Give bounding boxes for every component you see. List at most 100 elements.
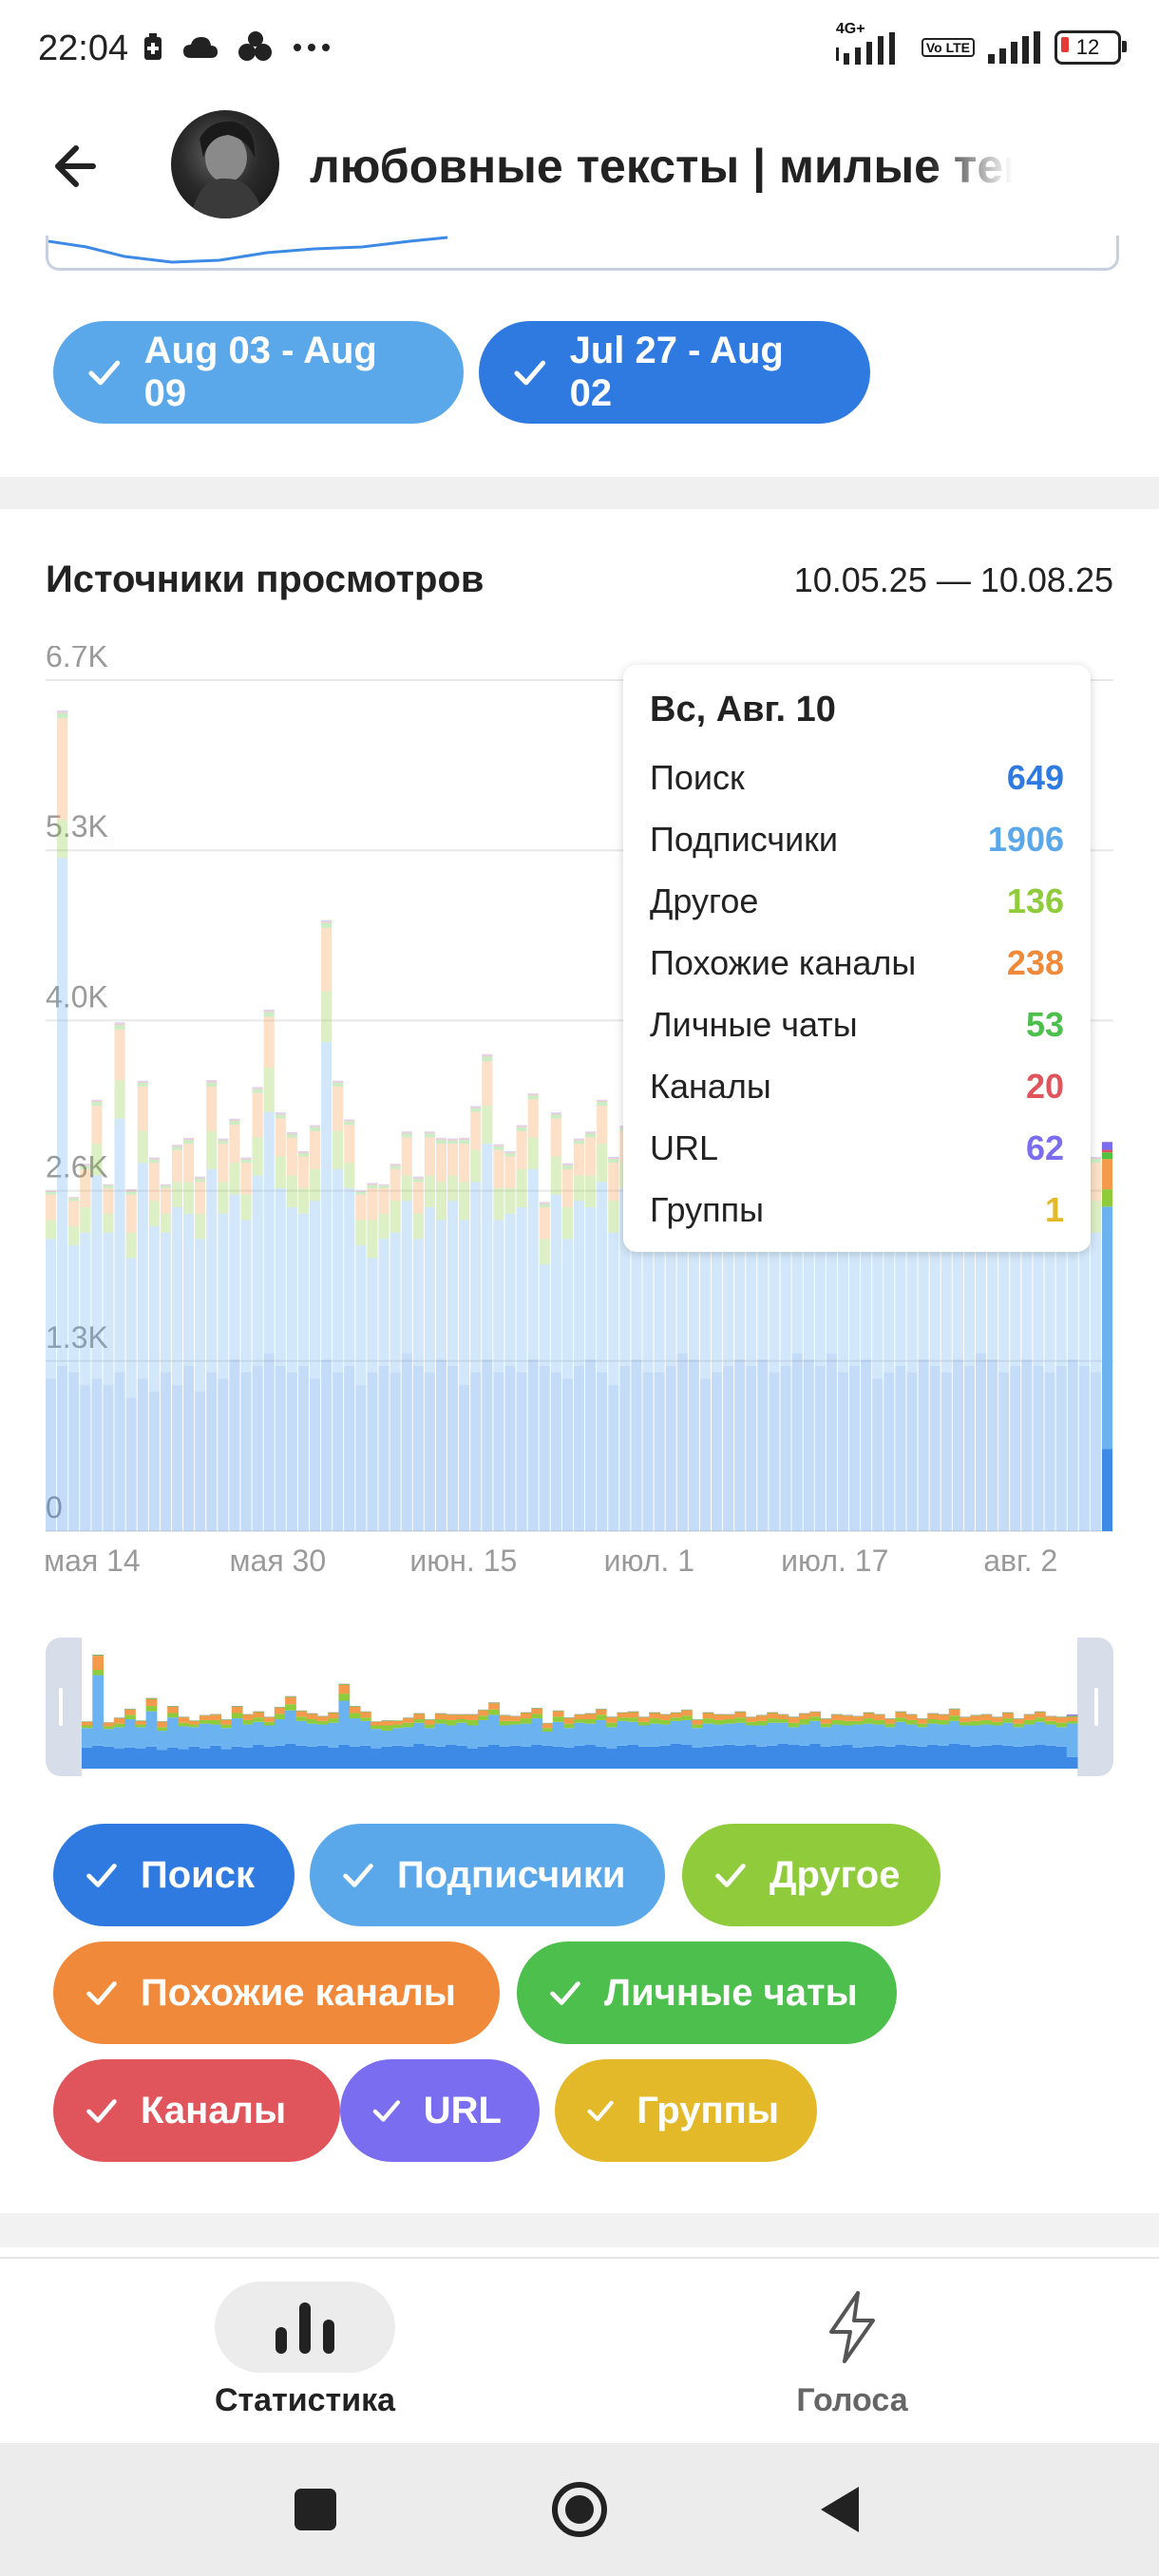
bar-segment[interactable]	[539, 1239, 550, 1265]
date-range[interactable]: 10.05.25 — 10.08.25	[793, 560, 1113, 599]
bar-segment[interactable]	[91, 1100, 103, 1102]
bar-segment[interactable]	[114, 1080, 125, 1119]
bar-segment[interactable]	[470, 1372, 482, 1531]
bar-segment[interactable]	[424, 1137, 435, 1176]
bar-segment[interactable]	[861, 1359, 872, 1531]
bar-segment[interactable]	[1090, 1158, 1101, 1160]
bar-segment[interactable]	[493, 1220, 504, 1373]
bar-segment[interactable]	[597, 1100, 608, 1102]
bar-segment[interactable]	[286, 1137, 297, 1176]
bar-segment[interactable]	[332, 1081, 344, 1083]
bar-segment[interactable]	[791, 1353, 803, 1531]
bar-segment[interactable]	[206, 1080, 218, 1082]
bar-segment[interactable]	[780, 1366, 791, 1531]
bar-segment[interactable]	[206, 1086, 218, 1131]
bar-segment[interactable]	[218, 1182, 229, 1214]
bar-segment[interactable]	[688, 1359, 699, 1531]
bar-segment[interactable]	[240, 1159, 252, 1164]
bar-segment[interactable]	[849, 1366, 861, 1531]
bar-segment[interactable]	[275, 1118, 286, 1157]
bar-segment[interactable]	[103, 1184, 114, 1186]
bar-segment[interactable]	[504, 1187, 516, 1214]
bar-segment[interactable]	[148, 1158, 160, 1160]
bar-segment[interactable]	[378, 1184, 390, 1185]
date-filter-pill-2[interactable]: Jul 27 - Aug 02	[479, 321, 870, 424]
bar-segment[interactable]	[57, 820, 68, 859]
bar-segment[interactable]	[252, 1087, 263, 1089]
bar-segment[interactable]	[378, 1185, 390, 1188]
bar-segment[interactable]	[872, 1213, 884, 1379]
bar-segment[interactable]	[183, 1137, 195, 1140]
bar-segment[interactable]	[814, 1213, 826, 1367]
bar-segment[interactable]	[390, 1201, 401, 1233]
bar-segment[interactable]	[688, 1182, 699, 1360]
bar-segment[interactable]	[229, 1118, 240, 1120]
bar-segment[interactable]	[401, 1201, 412, 1354]
bar-segment[interactable]	[68, 1201, 80, 1227]
bar-segment[interactable]	[803, 1232, 814, 1360]
bar-segment[interactable]	[195, 1176, 206, 1178]
bar-segment[interactable]	[987, 1220, 998, 1360]
bar-segment[interactable]	[171, 1146, 183, 1150]
bar-segment[interactable]	[412, 1178, 424, 1183]
bar-segment[interactable]	[412, 1239, 424, 1367]
bar-segment[interactable]	[103, 1185, 114, 1188]
bar-segment[interactable]	[390, 1168, 401, 1202]
bar-segment[interactable]	[80, 1164, 91, 1165]
bar-segment[interactable]	[769, 1372, 780, 1531]
bar-segment[interactable]	[218, 1139, 229, 1141]
bar-segment[interactable]	[435, 1139, 447, 1141]
bar-segment[interactable]	[137, 1086, 148, 1131]
bar-segment[interactable]	[68, 1197, 80, 1199]
bar-segment[interactable]	[1101, 1152, 1113, 1160]
bar-segment[interactable]	[80, 1165, 91, 1169]
bar-segment[interactable]	[1044, 1232, 1055, 1373]
bar-segment[interactable]	[321, 919, 332, 922]
bar-segment[interactable]	[539, 1366, 550, 1531]
bar-segment[interactable]	[516, 1130, 527, 1169]
bar-segment[interactable]	[447, 1201, 459, 1367]
bar-segment[interactable]	[837, 1372, 849, 1531]
bar-segment[interactable]	[332, 1168, 344, 1373]
bar-segment[interactable]	[275, 1113, 286, 1115]
bar-segment[interactable]	[401, 1353, 412, 1531]
bar-segment[interactable]	[516, 1168, 527, 1207]
bar-segment[interactable]	[125, 1232, 137, 1259]
bar-segment[interactable]	[699, 1378, 712, 1531]
bar-segment[interactable]	[218, 1138, 229, 1140]
navigator-handle-left[interactable]	[59, 1688, 63, 1726]
bar-segment[interactable]	[114, 1022, 125, 1024]
bar-segment[interactable]	[550, 1113, 561, 1115]
bar-segment[interactable]	[286, 1206, 297, 1373]
bar-segment[interactable]	[872, 1378, 884, 1531]
bar-segment[interactable]	[482, 1053, 493, 1056]
bar-segment[interactable]	[240, 1158, 252, 1160]
bar-segment[interactable]	[1078, 1366, 1090, 1531]
bar-segment[interactable]	[585, 1131, 597, 1133]
bar-segment[interactable]	[401, 1132, 412, 1134]
bar-segment[interactable]	[516, 1206, 527, 1373]
legend-toggle[interactable]: Группы	[555, 2059, 817, 2162]
bar-segment[interactable]	[1010, 1366, 1021, 1531]
bar-segment[interactable]	[332, 1086, 344, 1131]
bar-segment[interactable]	[527, 1093, 539, 1095]
bar-segment[interactable]	[297, 1187, 310, 1214]
bar-segment[interactable]	[321, 927, 332, 992]
bar-segment[interactable]	[493, 1146, 504, 1150]
bar-segment[interactable]	[286, 1131, 297, 1134]
legend-toggle[interactable]: Другое	[682, 1824, 940, 1926]
bar-segment[interactable]	[286, 1372, 297, 1531]
bar-segment[interactable]	[68, 1197, 80, 1198]
bar-segment[interactable]	[46, 1239, 57, 1379]
bar-segment[interactable]	[355, 1191, 367, 1192]
bar-segment[interactable]	[103, 1187, 114, 1214]
bar-segment[interactable]	[665, 1213, 676, 1367]
bar-segment[interactable]	[539, 1264, 550, 1367]
bar-segment[interactable]	[229, 1163, 240, 1195]
bar-segment[interactable]	[252, 1092, 263, 1138]
bar-segment[interactable]	[355, 1385, 367, 1531]
bar-segment[interactable]	[355, 1194, 367, 1221]
bar-segment[interactable]	[619, 1187, 631, 1367]
bar-segment[interactable]	[884, 1206, 895, 1373]
bar-segment[interactable]	[504, 1366, 516, 1531]
